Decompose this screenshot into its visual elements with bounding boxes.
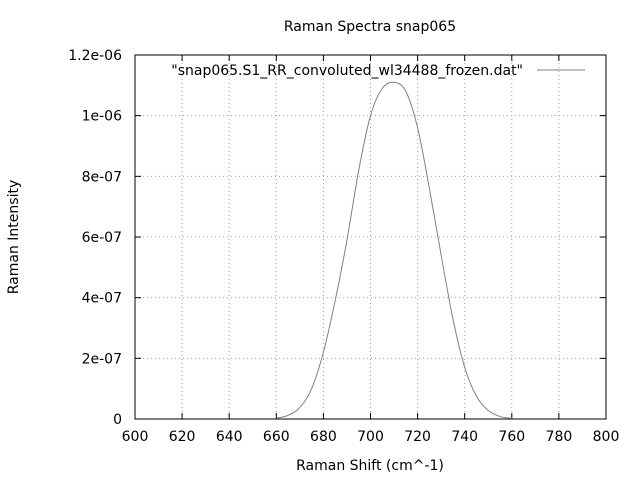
x-tick-label: 680 bbox=[310, 429, 337, 445]
x-tick-label: 720 bbox=[404, 429, 431, 445]
x-tick-labels: 600 620 640 660 680 700 720 740 760 780 800 bbox=[122, 429, 620, 445]
y-tick-labels: 0 2e-07 4e-07 6e-07 8e-07 1e-06 1.2e-06 bbox=[68, 48, 122, 428]
series-line bbox=[276, 81, 512, 419]
y-axis-label: Raman Intensity bbox=[6, 180, 22, 294]
y-tick-label: 0 bbox=[113, 412, 122, 428]
y-tick-label: 8e-07 bbox=[82, 169, 122, 185]
grid-lines bbox=[135, 55, 606, 419]
series-layer bbox=[276, 81, 512, 419]
y-tick-label: 6e-07 bbox=[82, 230, 122, 246]
legend: "snap065.S1_RR_convoluted_wl34488_frozen… bbox=[171, 63, 585, 79]
x-tick-label: 700 bbox=[357, 429, 384, 445]
x-tick-label: 660 bbox=[263, 429, 290, 445]
chart-title: Raman Spectra snap065 bbox=[284, 19, 456, 35]
axis-ticks bbox=[134, 54, 607, 420]
x-tick-label: 620 bbox=[169, 429, 196, 445]
y-tick-label: 1.2e-06 bbox=[68, 48, 122, 64]
x-axis-label: Raman Shift (cm^-1) bbox=[296, 458, 444, 474]
x-tick-label: 760 bbox=[498, 429, 525, 445]
y-tick-label: 2e-07 bbox=[82, 351, 122, 367]
x-tick-label: 740 bbox=[451, 429, 478, 445]
y-tick-label: 4e-07 bbox=[82, 291, 122, 307]
x-tick-label: 640 bbox=[216, 429, 243, 445]
legend-entry-label: "snap065.S1_RR_convoluted_wl34488_frozen… bbox=[171, 63, 523, 79]
y-tick-label: 1e-06 bbox=[82, 109, 122, 125]
x-tick-label: 780 bbox=[546, 429, 573, 445]
x-tick-label: 600 bbox=[122, 429, 149, 445]
x-tick-label: 800 bbox=[593, 429, 620, 445]
